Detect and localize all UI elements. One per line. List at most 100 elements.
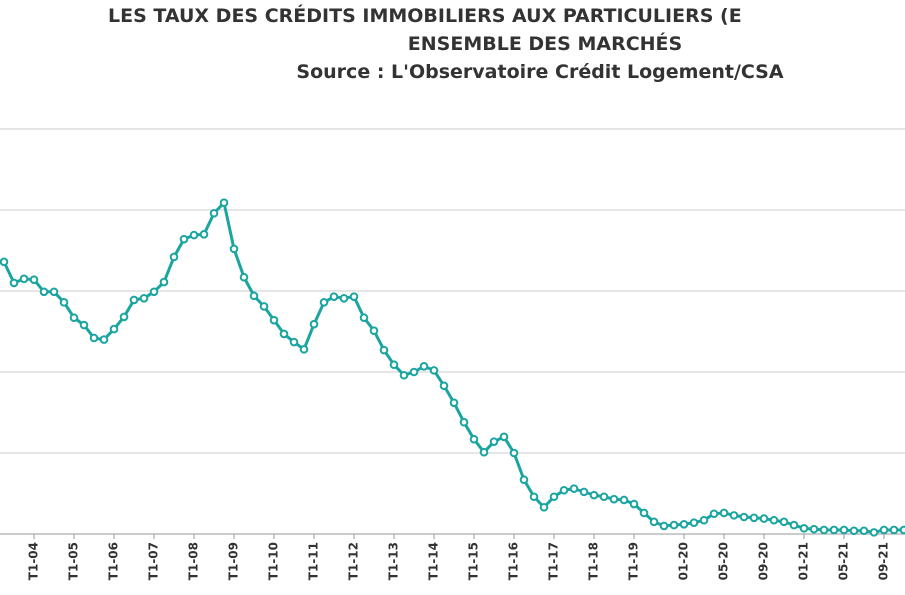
x-tick-label: T1-12 bbox=[347, 542, 361, 580]
marker bbox=[849, 526, 859, 536]
marker bbox=[59, 298, 69, 307]
marker bbox=[569, 484, 579, 493]
marker bbox=[29, 275, 39, 284]
marker bbox=[779, 517, 789, 527]
marker bbox=[459, 417, 469, 427]
marker bbox=[139, 293, 149, 303]
marker bbox=[339, 293, 349, 303]
x-tick-label: T1-06 bbox=[107, 542, 121, 580]
marker bbox=[789, 520, 799, 530]
chart-title: ENSEMBLE DES MARCHÉS bbox=[408, 32, 682, 55]
marker bbox=[729, 511, 739, 520]
marker bbox=[119, 312, 129, 322]
marker bbox=[249, 291, 259, 301]
x-tick-label: T1-13 bbox=[387, 542, 401, 580]
x-tick-label: 01-20 bbox=[677, 542, 691, 580]
x-tick-label: 09-20 bbox=[757, 542, 771, 580]
marker bbox=[49, 287, 59, 297]
x-tick-label: T1-15 bbox=[467, 542, 481, 580]
marker bbox=[499, 432, 509, 442]
plot-area: T1-04 T1-05 T1-06 T1-07 T1-08 T1-09 T1-10 T1-11… bbox=[0, 128, 905, 580]
x-tick-label: T1-14 bbox=[427, 542, 441, 580]
marker bbox=[269, 315, 279, 325]
marker bbox=[39, 287, 49, 297]
marker bbox=[69, 313, 79, 323]
marker bbox=[209, 208, 219, 218]
marker bbox=[739, 512, 749, 522]
x-tick-label: T1-10 bbox=[267, 542, 281, 580]
marker bbox=[489, 437, 499, 446]
marker bbox=[679, 519, 689, 529]
x-tick-label: T1-09 bbox=[227, 542, 241, 580]
x-tick-label: T1-16 bbox=[507, 542, 521, 580]
x-tick-label: T1-07 bbox=[147, 542, 161, 580]
marker bbox=[529, 492, 539, 502]
marker bbox=[259, 302, 269, 311]
x-tick-label: T1-18 bbox=[587, 542, 601, 580]
marker bbox=[289, 337, 299, 347]
x-tick-label: T1-08 bbox=[187, 542, 201, 580]
marker bbox=[319, 298, 329, 307]
marker bbox=[619, 495, 629, 505]
x-tick-label: 05-20 bbox=[717, 542, 731, 580]
marker bbox=[559, 485, 569, 495]
marker bbox=[109, 324, 119, 334]
x-tick-label: 09-21 bbox=[877, 542, 891, 580]
x-tick-label: T1-19 bbox=[627, 542, 641, 580]
marker bbox=[879, 525, 889, 535]
marker bbox=[509, 448, 519, 458]
x-tick-label: 05-21 bbox=[837, 542, 851, 580]
marker bbox=[829, 525, 839, 535]
marker bbox=[239, 272, 249, 282]
marker bbox=[409, 367, 419, 377]
marker bbox=[19, 274, 29, 284]
marker bbox=[299, 345, 309, 354]
marker bbox=[149, 287, 159, 297]
marker bbox=[819, 525, 829, 535]
marker bbox=[629, 499, 639, 509]
marker bbox=[759, 514, 769, 523]
marker bbox=[889, 525, 899, 535]
chart-subtitle: Source : L'Observatoire Crédit Logement/… bbox=[296, 61, 783, 83]
marker bbox=[539, 502, 549, 512]
marker bbox=[99, 335, 109, 344]
x-tick-label: T1-11 bbox=[307, 542, 321, 580]
marker bbox=[799, 524, 809, 533]
marker bbox=[809, 524, 819, 534]
marker bbox=[839, 525, 849, 535]
marker bbox=[279, 329, 289, 339]
marker bbox=[89, 333, 99, 343]
marker bbox=[429, 366, 439, 375]
marker bbox=[469, 434, 479, 444]
marker bbox=[549, 492, 559, 502]
marker bbox=[869, 528, 879, 537]
marker bbox=[589, 490, 599, 500]
marker bbox=[229, 244, 239, 254]
marker bbox=[449, 398, 459, 408]
chart-title: LES TAUX DES CRÉDITS IMMOBILIERS AUX PAR… bbox=[108, 4, 742, 27]
marker bbox=[399, 370, 409, 380]
marker bbox=[199, 230, 209, 239]
marker bbox=[579, 487, 589, 497]
x-tick-label: 01-21 bbox=[797, 542, 811, 580]
marker bbox=[749, 513, 759, 523]
marker bbox=[329, 292, 339, 301]
marker bbox=[639, 508, 649, 518]
marker bbox=[189, 230, 199, 240]
marker bbox=[179, 234, 189, 244]
marker bbox=[719, 508, 729, 518]
marker bbox=[769, 515, 779, 525]
marker bbox=[699, 515, 709, 525]
marker bbox=[129, 295, 139, 305]
marker bbox=[649, 517, 659, 527]
marker bbox=[859, 526, 869, 536]
marker bbox=[359, 313, 369, 323]
marker bbox=[219, 198, 229, 208]
marker bbox=[659, 521, 669, 531]
x-tick-label: T1-17 bbox=[547, 542, 561, 580]
marker bbox=[169, 252, 179, 262]
marker bbox=[709, 509, 719, 519]
marker bbox=[79, 320, 89, 330]
x-tick-label: T1-04 bbox=[27, 542, 41, 580]
